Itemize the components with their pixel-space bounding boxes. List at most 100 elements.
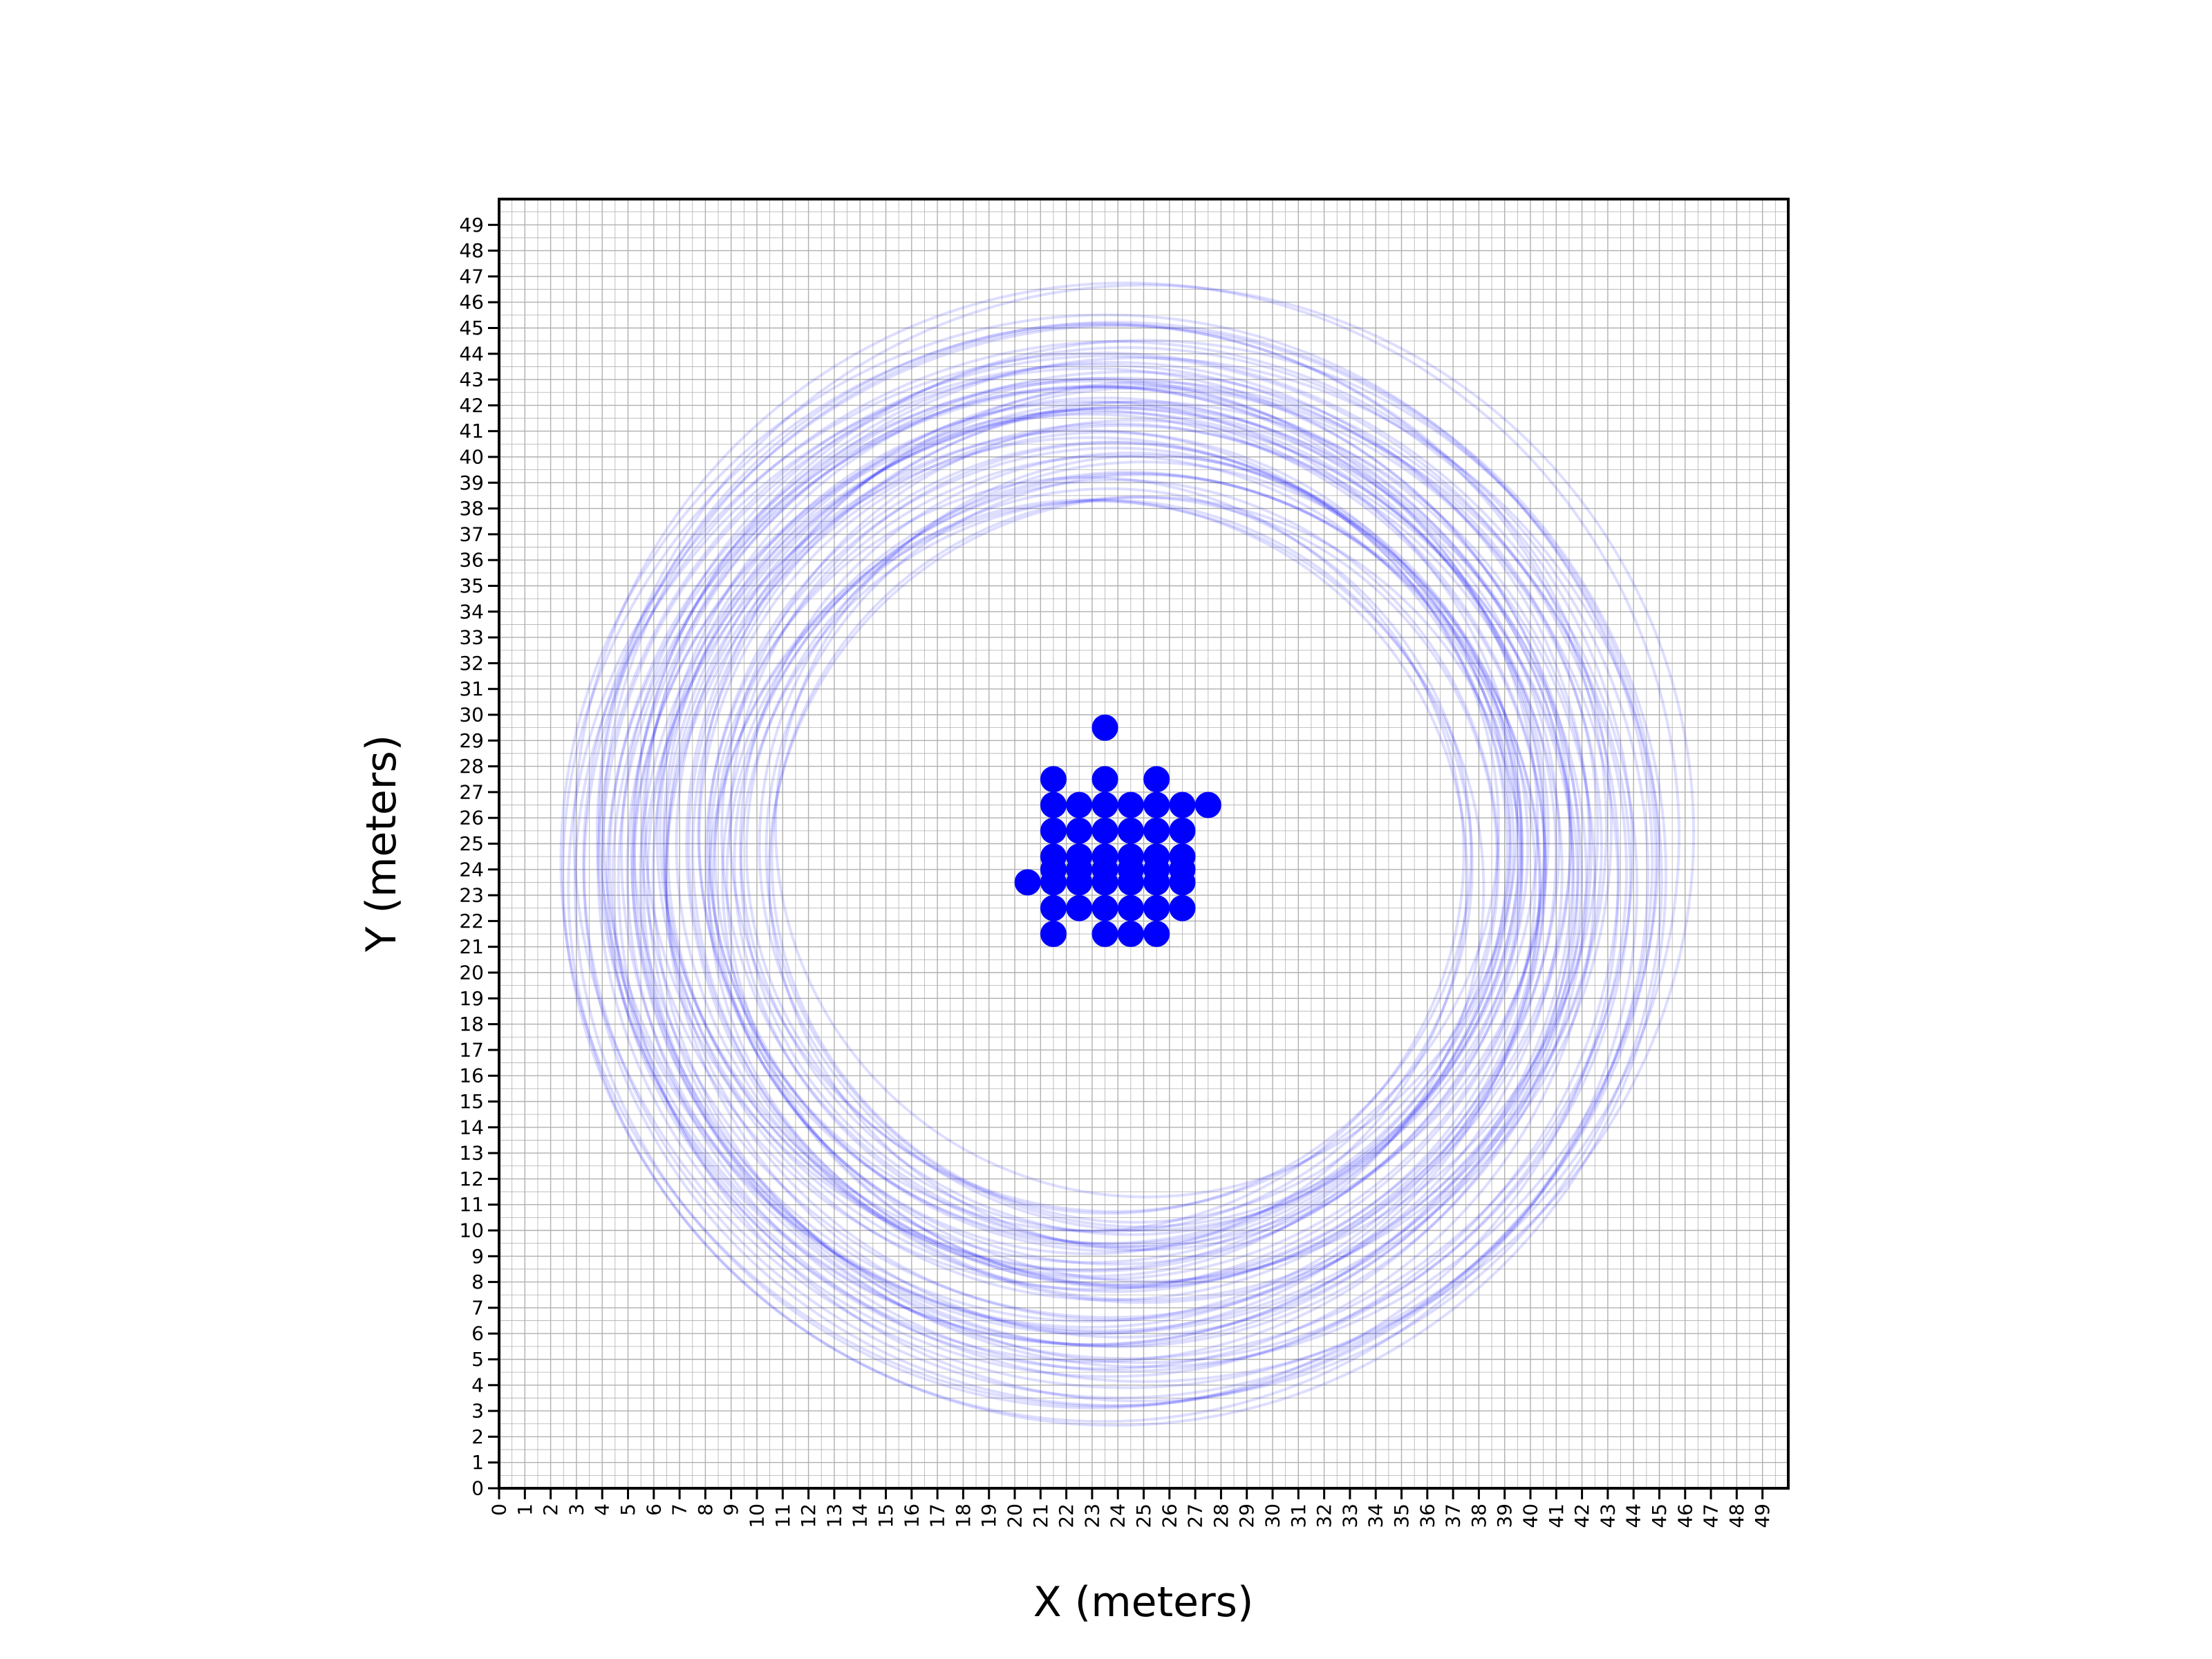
x-tick-label: 15	[874, 1503, 897, 1528]
y-tick-label: 1	[471, 1451, 484, 1474]
x-tick-label: 5	[617, 1503, 639, 1516]
y-tick-label: 43	[459, 368, 484, 391]
coverage-ring	[582, 324, 1658, 1400]
y-tick-label: 6	[471, 1322, 484, 1345]
y-tick-label: 9	[471, 1245, 484, 1268]
coverage-ring	[675, 400, 1561, 1286]
x-tick-label: 17	[926, 1503, 949, 1528]
x-tick-label: 12	[797, 1503, 820, 1528]
y-tick-label: 17	[459, 1038, 484, 1061]
x-tick-label: 30	[1262, 1503, 1284, 1528]
y-tick-label: 20	[459, 962, 484, 984]
y-tick-label: 48	[459, 239, 484, 262]
coverage-ring	[655, 376, 1573, 1293]
coverage-ring	[685, 386, 1603, 1304]
coverage-ring	[713, 454, 1512, 1253]
x-tick-label: 36	[1416, 1503, 1438, 1528]
x-tick-label: 26	[1158, 1503, 1181, 1528]
node-point	[1143, 869, 1170, 896]
x-tick-label: 22	[1055, 1503, 1078, 1528]
y-tick-label: 25	[459, 832, 484, 855]
x-tick-label: 34	[1365, 1503, 1387, 1528]
x-tick-label: 25	[1132, 1503, 1155, 1528]
coverage-ring	[567, 351, 1639, 1423]
x-tick-label: 33	[1338, 1503, 1361, 1528]
x-tick-label: 47	[1700, 1503, 1723, 1528]
coverage-ring	[640, 384, 1547, 1291]
x-tick-label: 10	[746, 1503, 769, 1528]
node-point	[1066, 869, 1093, 896]
coverage-ring	[664, 424, 1580, 1339]
y-tick-label: 47	[459, 265, 484, 288]
node-point	[1040, 817, 1067, 844]
coverage-ring	[721, 471, 1537, 1287]
node-point	[1117, 894, 1144, 921]
coverage-ring	[739, 451, 1524, 1237]
coverage-ring	[691, 400, 1593, 1302]
coverage-ring	[697, 380, 1600, 1283]
y-tick-label: 49	[459, 214, 484, 236]
y-tick-label: 5	[471, 1348, 484, 1371]
x-tick-label: 43	[1596, 1503, 1619, 1528]
coverage-ring	[646, 406, 1588, 1349]
y-tick-label: 26	[459, 807, 484, 830]
y-tick-label: 14	[459, 1116, 484, 1138]
node-point	[1040, 791, 1067, 818]
coverage-ring	[596, 354, 1620, 1378]
coverage-ring	[704, 447, 1524, 1266]
node-point	[1169, 869, 1196, 896]
coverage-ring	[662, 396, 1546, 1281]
x-tick-label: 48	[1725, 1503, 1748, 1528]
node-point	[1040, 869, 1067, 896]
x-tick-label: 44	[1622, 1503, 1645, 1528]
coverage-ring	[632, 409, 1547, 1323]
coverage-ring	[659, 400, 1523, 1264]
y-tick-label: 15	[459, 1090, 484, 1113]
y-tick-label: 45	[459, 317, 484, 339]
node-point	[1040, 894, 1067, 921]
y-tick-label: 28	[459, 755, 484, 778]
x-tick-label: 13	[823, 1503, 845, 1528]
x-tick-label: 31	[1287, 1503, 1310, 1528]
coverage-ring	[767, 496, 1524, 1251]
coverage-ring	[631, 413, 1547, 1329]
x-tick-label: 0	[488, 1503, 511, 1516]
y-tick-label: 8	[471, 1271, 484, 1293]
x-tick-label: 19	[977, 1503, 1000, 1528]
x-tick-label: 27	[1184, 1503, 1207, 1528]
coverage-ring	[666, 429, 1509, 1272]
x-tick-label: 23	[1080, 1503, 1103, 1528]
coverage-rings	[559, 281, 1696, 1427]
node-point	[1143, 766, 1170, 793]
coverage-ring	[630, 339, 1660, 1369]
coverage-ring	[561, 321, 1668, 1427]
x-tick-label: 45	[1648, 1503, 1671, 1528]
y-tick-label: 22	[459, 910, 484, 932]
x-tick-label: 1	[514, 1503, 536, 1516]
node-point	[1143, 894, 1170, 921]
x-tick-label: 20	[1004, 1503, 1027, 1528]
y-tick-label: 10	[459, 1219, 484, 1242]
x-tick-label: 11	[771, 1503, 794, 1528]
x-axis-label: X (meters)	[1033, 1578, 1254, 1627]
y-tick-label: 38	[459, 497, 484, 520]
y-tick-label: 29	[459, 729, 484, 752]
node-point	[1143, 791, 1170, 818]
x-tick-label: 3	[565, 1503, 588, 1516]
x-axis-ticks: 0 1 2 3 4 5 6 7 8 9 10 11 12 13 14 15 16 17 18 19 20 21 22 23 24…	[488, 1488, 1774, 1528]
coverage-ring	[598, 322, 1608, 1333]
x-tick-label: 6	[642, 1503, 665, 1516]
x-tick-label: 49	[1751, 1503, 1774, 1528]
coverage-ring	[632, 361, 1591, 1319]
coverage-ring	[626, 371, 1628, 1373]
coverage-ring	[617, 356, 1663, 1403]
x-tick-label: 41	[1545, 1503, 1568, 1528]
node-point	[1143, 921, 1170, 948]
y-tick-label: 2	[471, 1425, 484, 1448]
x-tick-label: 32	[1313, 1503, 1335, 1528]
x-tick-label: 14	[849, 1503, 872, 1528]
y-tick-label: 27	[459, 780, 484, 803]
x-tick-label: 8	[694, 1503, 717, 1516]
node-point	[1091, 869, 1118, 896]
